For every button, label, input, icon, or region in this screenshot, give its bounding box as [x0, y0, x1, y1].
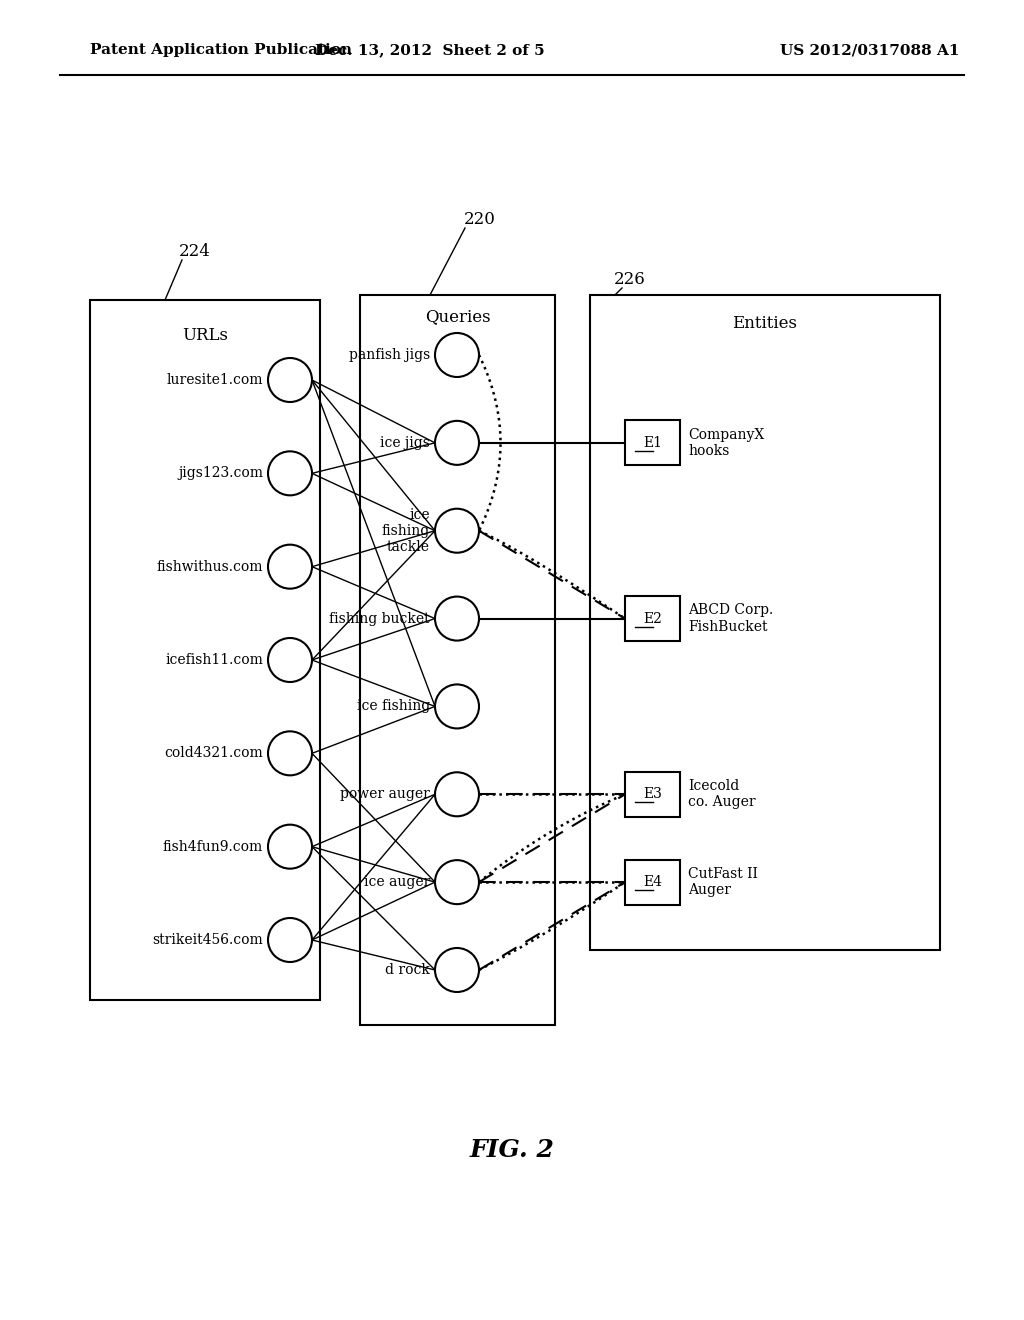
- Text: ice
fishing
tackle: ice fishing tackle: [382, 507, 430, 554]
- Circle shape: [435, 508, 479, 553]
- Bar: [625, 420, 680, 466]
- Bar: [90, 300, 319, 1001]
- Text: jigs123.com: jigs123.com: [178, 466, 263, 480]
- Text: URLs: URLs: [182, 326, 228, 343]
- Text: Entities: Entities: [732, 314, 798, 331]
- Circle shape: [268, 545, 312, 589]
- Text: ice fishing: ice fishing: [356, 700, 430, 713]
- Text: Patent Application Publication: Patent Application Publication: [90, 44, 352, 57]
- Text: E1: E1: [643, 436, 662, 450]
- Text: ice auger: ice auger: [364, 875, 430, 890]
- Circle shape: [268, 451, 312, 495]
- Text: E4: E4: [643, 875, 662, 890]
- Text: icefish11.com: icefish11.com: [165, 653, 263, 667]
- Bar: [625, 597, 680, 642]
- Text: fishwithus.com: fishwithus.com: [157, 560, 263, 574]
- Circle shape: [435, 685, 479, 729]
- Circle shape: [435, 421, 479, 465]
- Circle shape: [435, 597, 479, 640]
- Circle shape: [435, 333, 479, 378]
- Circle shape: [435, 772, 479, 816]
- Bar: [625, 772, 680, 817]
- Text: 220: 220: [464, 211, 496, 228]
- Bar: [590, 294, 940, 950]
- Bar: [360, 294, 555, 1026]
- Text: ABCD Corp.
FishBucket: ABCD Corp. FishBucket: [688, 603, 773, 634]
- Text: power auger: power auger: [340, 787, 430, 801]
- Text: strikeit456.com: strikeit456.com: [153, 933, 263, 946]
- Text: CutFast II
Auger: CutFast II Auger: [688, 867, 758, 898]
- Text: cold4321.com: cold4321.com: [164, 746, 263, 760]
- Text: d rock: d rock: [385, 964, 430, 977]
- Text: 226: 226: [614, 272, 646, 289]
- Text: E3: E3: [643, 787, 662, 801]
- Circle shape: [268, 917, 312, 962]
- Text: E2: E2: [643, 611, 662, 626]
- Bar: [625, 859, 680, 904]
- Circle shape: [268, 731, 312, 775]
- Text: CompanyX
hooks: CompanyX hooks: [688, 428, 764, 458]
- Text: Dec. 13, 2012  Sheet 2 of 5: Dec. 13, 2012 Sheet 2 of 5: [315, 44, 545, 57]
- Text: panfish jigs: panfish jigs: [349, 348, 430, 362]
- Text: Queries: Queries: [425, 309, 490, 326]
- Text: 224: 224: [179, 243, 211, 260]
- Text: ice jigs: ice jigs: [380, 436, 430, 450]
- Circle shape: [435, 861, 479, 904]
- Text: US 2012/0317088 A1: US 2012/0317088 A1: [780, 44, 959, 57]
- Text: FIG. 2: FIG. 2: [470, 1138, 554, 1162]
- Text: Icecold
co. Auger: Icecold co. Auger: [688, 779, 756, 809]
- Circle shape: [268, 358, 312, 403]
- Text: luresite1.com: luresite1.com: [167, 374, 263, 387]
- Circle shape: [435, 948, 479, 993]
- Circle shape: [268, 825, 312, 869]
- Text: fishing bucket: fishing bucket: [330, 611, 430, 626]
- Circle shape: [268, 638, 312, 682]
- Text: fish4fun9.com: fish4fun9.com: [163, 840, 263, 854]
